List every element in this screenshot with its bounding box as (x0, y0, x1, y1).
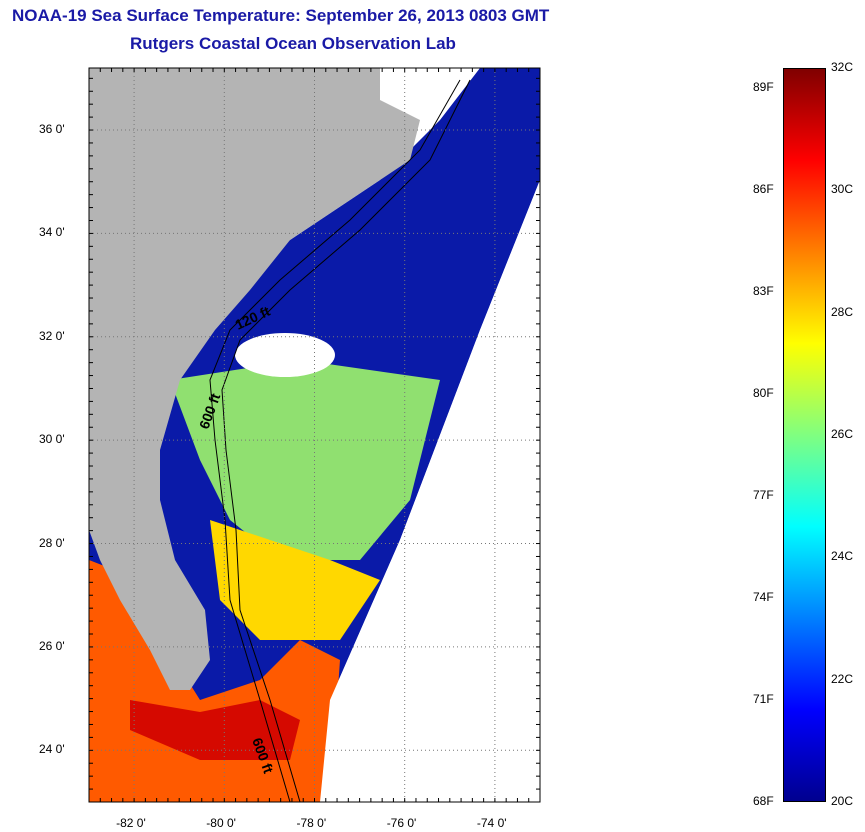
lat-tick-label: 26 0' (39, 638, 65, 653)
landmass (89, 68, 420, 690)
colorbar-celsius-label: 20C (831, 794, 854, 808)
lat-tick-label: 36 0' (39, 122, 65, 137)
colorbar-fahrenheit-label: 77F (753, 488, 774, 503)
lon-tick-label: -78 0' (296, 816, 327, 830)
contour-line (209, 79, 461, 802)
hot-water-region (130, 700, 300, 760)
colorbar-fahrenheit-label: 86F (753, 182, 774, 197)
colorbar-fahrenheit-label: 80F (753, 386, 774, 401)
yellow-water-region (210, 520, 380, 640)
lat-tick-label: 24 0' (39, 742, 65, 757)
lon-tick-label: -82 0' (116, 816, 146, 830)
lat-tick-label: 30 0' (39, 432, 65, 447)
lat-tick-label: 34 0' (39, 225, 65, 240)
mid-water-region (170, 360, 440, 560)
colorbar-fahrenheit-label: 83F (753, 284, 774, 299)
colorbar-celsius-label: 26C (831, 427, 854, 441)
colorbar-gradient (784, 69, 825, 801)
map-subtitle: Rutgers Coastal Ocean Observation Lab (130, 34, 456, 53)
colorbar-celsius-label: 24C (831, 549, 854, 564)
contour-line (221, 79, 471, 802)
lon-tick-label: -74 0' (476, 816, 507, 830)
colorbar-fahrenheit-label: 68F (753, 794, 774, 808)
colorbar-celsius-label: 30C (831, 182, 854, 197)
temperature-colorbar (783, 68, 826, 802)
colorbar-celsius-label: 28C (831, 304, 854, 319)
cloud-mask-2 (235, 333, 335, 377)
colorbar-fahrenheit-label: 74F (753, 590, 774, 605)
map-title: NOAA-19 Sea Surface Temperature: Septemb… (12, 6, 550, 25)
colorbar-celsius-label: 32C (831, 60, 854, 74)
colorbar-fahrenheit-label: 71F (753, 692, 774, 707)
lat-tick-label: 28 0' (39, 535, 65, 550)
colorbar-fahrenheit-label: 89F (753, 80, 774, 95)
lon-tick-label: -80 0' (206, 816, 236, 830)
lon-tick-label: -76 0' (386, 816, 417, 830)
axis-ticks (89, 68, 540, 802)
lat-tick-label: 32 0' (39, 328, 65, 343)
colorbar-celsius-label: 22C (831, 671, 854, 686)
